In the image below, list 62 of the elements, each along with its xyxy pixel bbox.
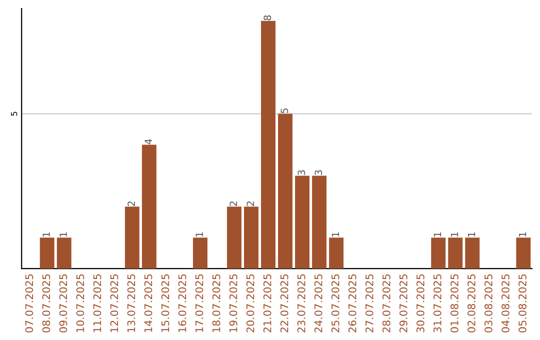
x-tick-label: 13.07.2025 (127, 274, 136, 332)
x-tick-label: 08.07.2025 (42, 274, 50, 332)
bar (226, 206, 242, 269)
bar (192, 238, 208, 269)
x-tick-label: 30.07.2025 (416, 274, 424, 332)
x-tick-label: 26.07.2025 (348, 274, 356, 332)
x-tick-label: 24.07.2025 (314, 274, 322, 332)
x-tick-label: 01.08.2025 (450, 274, 458, 332)
x-tick-label: 04.08.2025 (502, 274, 510, 332)
x-tick-label: 11.07.2025 (93, 274, 102, 332)
data-label: 3 (314, 170, 322, 175)
bar (56, 238, 72, 269)
x-tick-label: 19.07.2025 (229, 274, 238, 332)
data-label: 1 (518, 232, 526, 237)
x-tick-label: 25.07.2025 (331, 274, 340, 332)
x-tick-label: 02.08.2025 (468, 274, 476, 332)
bar (244, 206, 258, 269)
x-tick-label: 23.07.2025 (297, 274, 306, 332)
x-tick-label: 05.08.2025 (518, 274, 526, 332)
bar (431, 238, 446, 269)
bar (516, 238, 531, 269)
data-label: 5 (280, 108, 288, 114)
bar (142, 144, 156, 269)
data-label: 1 (450, 232, 458, 237)
x-tick-label: 21.07.2025 (263, 274, 272, 332)
data-label: 1 (196, 232, 203, 237)
bar (278, 114, 292, 269)
x-tick-label: 22.07.2025 (280, 274, 288, 332)
bar (329, 238, 344, 269)
bar (312, 176, 327, 269)
x-tick-label: 27.07.2025 (365, 274, 374, 332)
data-label: 2 (246, 201, 254, 206)
data-label: 1 (434, 232, 442, 237)
x-tick-label: 20.07.2025 (246, 274, 254, 332)
data-label: 1 (60, 232, 67, 237)
x-tick-label: 12.07.2025 (110, 274, 118, 332)
x-tick-label: 29.07.2025 (399, 274, 408, 332)
x-tick-label: 03.08.2025 (484, 274, 492, 332)
data-label: 2 (128, 201, 135, 206)
x-tick-label: 17.07.2025 (195, 274, 204, 332)
data-label: 1 (42, 232, 50, 237)
data-label: 1 (332, 232, 339, 237)
x-tick-label: 14.07.2025 (144, 274, 152, 332)
bar (261, 20, 276, 269)
x-tick-label: 16.07.2025 (178, 274, 186, 332)
x-tick-label: 09.07.2025 (59, 274, 68, 332)
data-label: 1 (468, 232, 476, 237)
x-tick-label: 18.07.2025 (212, 274, 220, 332)
bar (40, 238, 54, 269)
x-tick-label: 31.07.2025 (433, 274, 442, 332)
data-label: 8 (264, 15, 272, 20)
data-label: 2 (230, 201, 237, 206)
bar (448, 238, 463, 269)
x-tick-label: 15.07.2025 (161, 274, 170, 332)
data-label: 3 (298, 170, 306, 175)
x-tick-label: 10.07.2025 (76, 274, 84, 332)
bar (465, 238, 480, 269)
x-tick-label: 28.07.2025 (382, 274, 390, 332)
bar (124, 206, 140, 269)
x-tick-label: 07.07.2025 (25, 274, 34, 332)
bar (295, 176, 310, 269)
data-label: 4 (144, 139, 152, 144)
